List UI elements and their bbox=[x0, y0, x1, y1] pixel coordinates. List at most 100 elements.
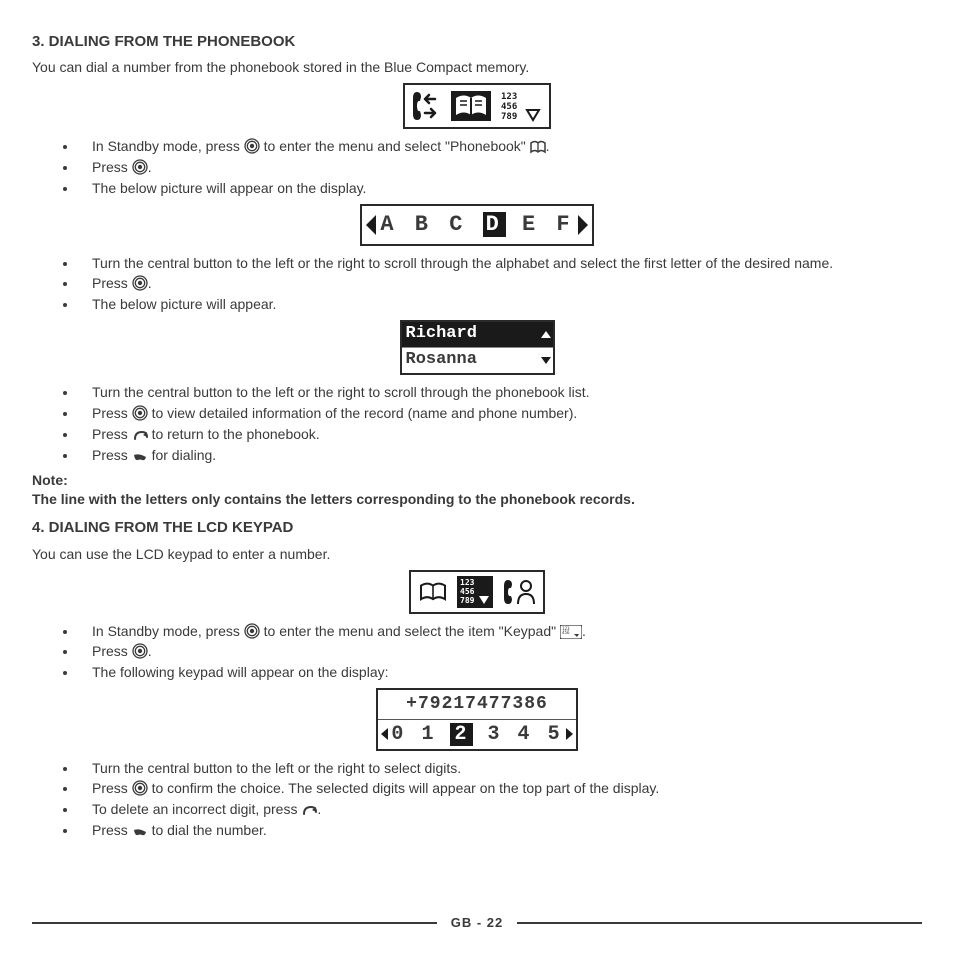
ok-button-icon bbox=[132, 405, 148, 421]
list-row-selected: Richard bbox=[402, 322, 553, 348]
book-icon bbox=[530, 140, 546, 154]
text: In Standby mode, press bbox=[92, 623, 244, 639]
contact-name: Rosanna bbox=[406, 349, 477, 372]
svg-text:123: 123 bbox=[501, 92, 517, 102]
ok-button-icon bbox=[132, 643, 148, 659]
text: Press bbox=[92, 426, 132, 442]
digit-selected: 2 bbox=[450, 723, 473, 746]
alpha-letters: A B C D E F bbox=[380, 210, 573, 240]
svg-text:789: 789 bbox=[460, 596, 475, 605]
list-item: Press to return to the phonebook. bbox=[78, 425, 922, 444]
dial-icon bbox=[132, 451, 148, 463]
text: Press bbox=[92, 780, 132, 796]
text: In Standby mode, press bbox=[92, 138, 244, 154]
scroll-down-icon bbox=[541, 357, 551, 364]
list-item: To delete an incorrect digit, press . bbox=[78, 800, 922, 819]
list-item: Turn the central button to the left or t… bbox=[78, 759, 922, 778]
letter: A bbox=[380, 212, 397, 237]
list-item: Press . bbox=[78, 158, 922, 177]
chevron-right-icon bbox=[566, 728, 573, 740]
list-item: In Standby mode, press to enter the menu… bbox=[78, 137, 922, 156]
keypad-icon bbox=[560, 625, 582, 639]
list-item: Press for dialing. bbox=[78, 446, 922, 465]
section4-fig1: 123 456 789 bbox=[32, 570, 922, 614]
entered-number: +79217477386 bbox=[378, 690, 575, 719]
section4-heading: 4. DIALING FROM THE LCD KEYPAD bbox=[32, 518, 922, 538]
letter: C bbox=[449, 212, 466, 237]
section4-fig2: +79217477386 0 1 2 3 4 5 bbox=[32, 688, 922, 750]
note-text: The line with the letters only contains … bbox=[32, 491, 635, 507]
ok-button-icon bbox=[132, 275, 148, 291]
ok-button-icon bbox=[244, 138, 260, 154]
section3-bullets1: In Standby mode, press to enter the menu… bbox=[32, 137, 922, 198]
list-item: In Standby mode, press to enter the menu… bbox=[78, 622, 922, 641]
page-footer: GB - 22 bbox=[32, 914, 922, 932]
footer-rule-left bbox=[32, 922, 437, 924]
text: . bbox=[148, 275, 152, 291]
back-icon bbox=[132, 429, 148, 442]
footer-rule-right bbox=[517, 922, 922, 924]
ok-button-icon bbox=[244, 623, 260, 639]
text: . bbox=[546, 138, 550, 154]
keypad-123-icon: 123 456 789 bbox=[499, 90, 543, 122]
note-label: Note: bbox=[32, 472, 68, 488]
text: Press bbox=[92, 159, 132, 175]
text: Press bbox=[92, 643, 132, 659]
text: for dialing. bbox=[148, 447, 216, 463]
digit: 5 bbox=[548, 723, 563, 746]
handset-arrows-icon bbox=[411, 89, 443, 123]
back-icon bbox=[301, 804, 317, 817]
chevron-left-icon bbox=[381, 728, 388, 740]
digit: 3 bbox=[488, 723, 503, 746]
letter: F bbox=[556, 212, 573, 237]
digit: 0 bbox=[391, 723, 406, 746]
digit: 1 bbox=[421, 723, 436, 746]
text: Press bbox=[92, 405, 132, 421]
letter: E bbox=[522, 212, 539, 237]
section4-intro: You can use the LCD keypad to enter a nu… bbox=[32, 545, 922, 564]
section3-fig3: Richard Rosanna bbox=[32, 320, 922, 375]
list-item: The below picture will appear on the dis… bbox=[78, 179, 922, 198]
text: to enter the menu and select "Phonebook" bbox=[260, 138, 530, 154]
keypad-123-icon: 123 456 789 bbox=[457, 576, 493, 608]
section3-heading: 3. DIALING FROM THE PHONEBOOK bbox=[32, 32, 922, 52]
page-number: GB - 22 bbox=[437, 914, 518, 932]
text: Press bbox=[92, 275, 132, 291]
section4-bullets2: Turn the central button to the left or t… bbox=[32, 759, 922, 841]
dial-icon bbox=[132, 826, 148, 838]
letter-selected: D bbox=[483, 212, 506, 237]
section4-bullets1: In Standby mode, press to enter the menu… bbox=[32, 622, 922, 683]
text: . bbox=[582, 623, 586, 639]
text: . bbox=[148, 159, 152, 175]
list-item: Turn the central button to the left or t… bbox=[78, 383, 922, 402]
svg-text:456: 456 bbox=[501, 102, 517, 112]
chevron-right-icon bbox=[578, 215, 588, 235]
text: to confirm the choice. The selected digi… bbox=[148, 780, 660, 796]
svg-text:123: 123 bbox=[460, 578, 475, 587]
text: to return to the phonebook. bbox=[148, 426, 320, 442]
text: to enter the menu and select the item "K… bbox=[260, 623, 560, 639]
section3-bullets2: Turn the central button to the left or t… bbox=[32, 254, 922, 315]
chevron-left-icon bbox=[366, 215, 376, 235]
list-item: The following keypad will appear on the … bbox=[78, 663, 922, 682]
text: Press bbox=[92, 447, 132, 463]
list-item: Press . bbox=[78, 642, 922, 661]
section3-bullets3: Turn the central button to the left or t… bbox=[32, 383, 922, 465]
text: to view detailed information of the reco… bbox=[148, 405, 578, 421]
ok-button-icon bbox=[132, 780, 148, 796]
book-open-icon bbox=[417, 579, 449, 605]
list-row: Rosanna bbox=[402, 348, 553, 373]
contact-name: Richard bbox=[406, 323, 477, 346]
text: . bbox=[148, 643, 152, 659]
text: To delete an incorrect digit, press bbox=[92, 801, 301, 817]
section3-intro: You can dial a number from the phonebook… bbox=[32, 58, 922, 77]
list-item: Turn the central button to the left or t… bbox=[78, 254, 922, 273]
section3-fig1: 123 456 789 bbox=[32, 83, 922, 129]
list-item: Press to view detailed information of th… bbox=[78, 404, 922, 423]
list-item: Press to confirm the choice. The selecte… bbox=[78, 779, 922, 798]
list-item: The below picture will appear. bbox=[78, 295, 922, 314]
text: to dial the number. bbox=[148, 822, 267, 838]
letter: B bbox=[415, 212, 432, 237]
digit-row: 0 1 2 3 4 5 bbox=[391, 721, 562, 748]
text: . bbox=[317, 801, 321, 817]
